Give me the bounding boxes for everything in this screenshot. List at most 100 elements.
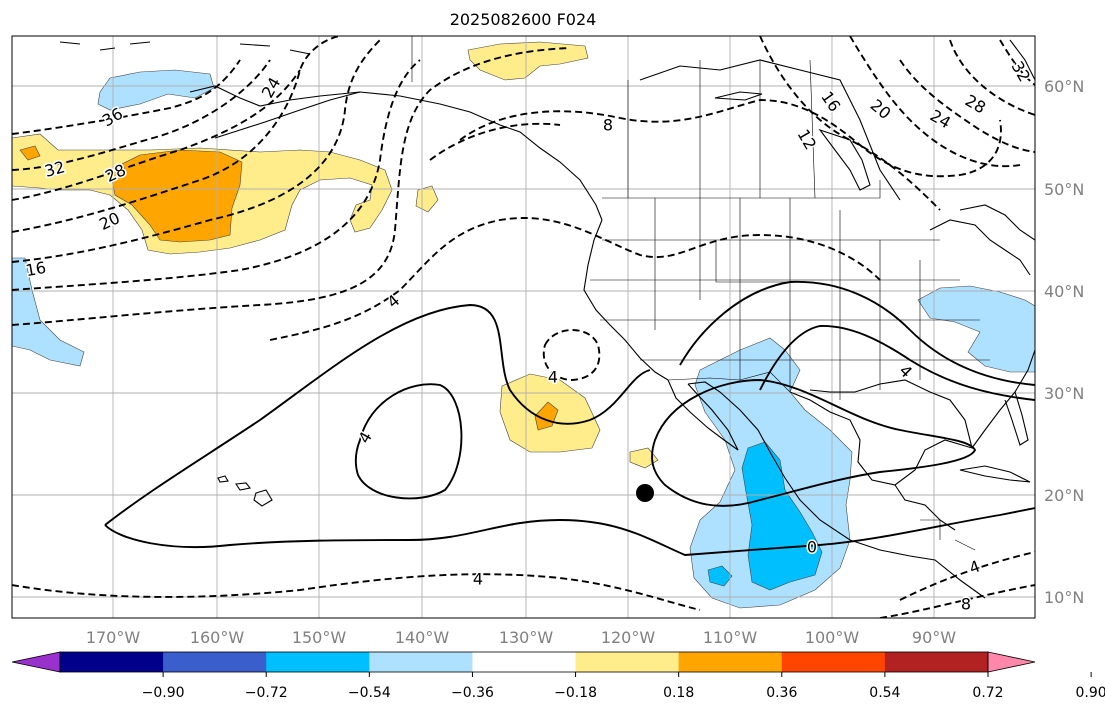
negative-anomaly-mexico-core xyxy=(741,441,823,591)
lon-label: 170°W xyxy=(86,628,141,647)
lon-label: 140°W xyxy=(395,628,450,647)
contour-20 xyxy=(12,39,381,263)
contour-4-east xyxy=(679,281,1035,386)
colorbar-segment xyxy=(575,652,680,672)
contour-16 xyxy=(12,59,421,291)
aleutian-islands xyxy=(59,41,311,55)
contour-28-east xyxy=(949,39,1035,116)
positive-anomaly-north xyxy=(467,41,589,81)
positive-anomaly-dot xyxy=(415,185,439,213)
yucatan xyxy=(894,484,956,531)
colorbar-tick-label: 0.54 xyxy=(869,685,900,701)
map-background xyxy=(12,36,1035,618)
contour-24 xyxy=(12,36,341,233)
contour-4-south xyxy=(12,573,701,611)
contour-label: 8 xyxy=(603,116,613,135)
contour-label: 0 xyxy=(807,538,817,557)
lon-label: 150°W xyxy=(292,628,347,647)
colorbar-segment xyxy=(781,652,886,672)
colorbar-tick-label: −0.90 xyxy=(142,685,185,701)
contour-4-mexico-loop xyxy=(651,379,977,507)
map-frame xyxy=(11,35,1036,619)
negative-anomaly-west-edge xyxy=(12,257,85,367)
colorbar-tick-label: −0.72 xyxy=(245,685,288,701)
contour-label: 16 xyxy=(24,258,47,280)
contour-16-east xyxy=(759,36,941,211)
colorbar-tick-label: −0.36 xyxy=(451,685,494,701)
lon-label: 130°W xyxy=(499,628,554,647)
colorbar-extend-min xyxy=(11,651,61,673)
lat-label: 30°N xyxy=(1044,384,1084,403)
florida xyxy=(1004,391,1029,446)
contour-12 xyxy=(12,47,571,326)
contour-4-se xyxy=(899,551,1035,601)
location-marker xyxy=(636,484,654,502)
contour-0 xyxy=(104,507,1035,556)
us-canada-border xyxy=(602,180,881,199)
colorbar-segment xyxy=(369,652,473,672)
political-boundaries xyxy=(411,36,990,551)
mexico-west-coast xyxy=(687,381,986,599)
lat-label: 60°N xyxy=(1044,77,1084,96)
cuba xyxy=(959,465,1031,483)
contour-36 xyxy=(12,59,241,135)
contour-4-solid-big xyxy=(104,304,651,526)
contour-4-north xyxy=(269,217,881,341)
positive-anomaly-small-west xyxy=(19,145,41,161)
lon-label: 90°W xyxy=(912,628,956,647)
lon-label: 120°W xyxy=(601,628,656,647)
lon-axis-labels: 170°W 160°W 150°W 140°W 130°W 120°W 110°W 100°W… xyxy=(86,628,956,647)
hawaii-1 xyxy=(217,475,229,483)
colorbar-ticks: −0.90 −0.72 −0.54 −0.36 −0.18 0.18 0.36 0.54 0.7… xyxy=(142,672,1105,701)
colorbar-segment xyxy=(266,652,370,672)
contour-28 xyxy=(12,69,301,201)
lon-label: 100°W xyxy=(805,628,860,647)
hudson-bay xyxy=(818,128,871,191)
colorbar-tick-label: 0.36 xyxy=(766,685,797,701)
lat-label: 50°N xyxy=(1044,180,1084,199)
colorbar-tick-label: 0.72 xyxy=(972,685,1003,701)
lon-label: 110°W xyxy=(703,628,758,647)
lat-label: 40°N xyxy=(1044,282,1084,301)
contour-8b xyxy=(429,122,561,161)
canada-provinces xyxy=(627,59,816,199)
colorbar-tick-label: −0.18 xyxy=(554,685,597,701)
colorbar-tick-label: −0.54 xyxy=(348,685,391,701)
contour-4-solid-loop xyxy=(354,383,463,500)
positive-anomaly-core xyxy=(109,149,243,243)
greenland-edge xyxy=(1009,39,1035,81)
contour-20-east xyxy=(849,36,1021,168)
contour-32-east xyxy=(999,39,1035,86)
lat-label: 20°N xyxy=(1044,486,1084,505)
gulf-of-mexico xyxy=(789,379,973,486)
us-east-coast xyxy=(971,349,1035,449)
great-lakes xyxy=(929,219,1031,276)
negative-anomaly-east xyxy=(917,285,1035,373)
negative-anomaly-bering xyxy=(97,69,215,111)
island-north xyxy=(714,91,763,101)
colorbar-segment xyxy=(60,652,164,672)
contours-solid xyxy=(104,281,1035,556)
state-lines xyxy=(590,198,990,400)
contour-label: 4 xyxy=(548,368,558,387)
contours-dashed xyxy=(12,36,1035,618)
contour-8 xyxy=(459,99,1002,178)
positive-anomaly-offshore-core xyxy=(534,401,559,431)
map-title: 2025082600 F024 xyxy=(450,10,597,29)
us-west-coast xyxy=(583,219,669,381)
contour-4-east-2 xyxy=(759,325,1035,401)
colorbar-segment xyxy=(163,652,267,672)
colorbar-tick-label: 0.18 xyxy=(663,685,694,701)
hawaii-3 xyxy=(253,489,273,507)
hawaii-2 xyxy=(235,482,251,491)
central-america-borders xyxy=(920,519,976,551)
nova-scotia xyxy=(959,204,1035,241)
colorbar-tick-label: 0.90 xyxy=(1076,685,1105,701)
positive-anomaly-small-south xyxy=(629,447,659,469)
lat-label: 10°N xyxy=(1044,588,1084,607)
shaded-field xyxy=(12,41,1035,609)
contour-label: 4 xyxy=(473,570,483,589)
contour-24-east xyxy=(899,59,1035,153)
